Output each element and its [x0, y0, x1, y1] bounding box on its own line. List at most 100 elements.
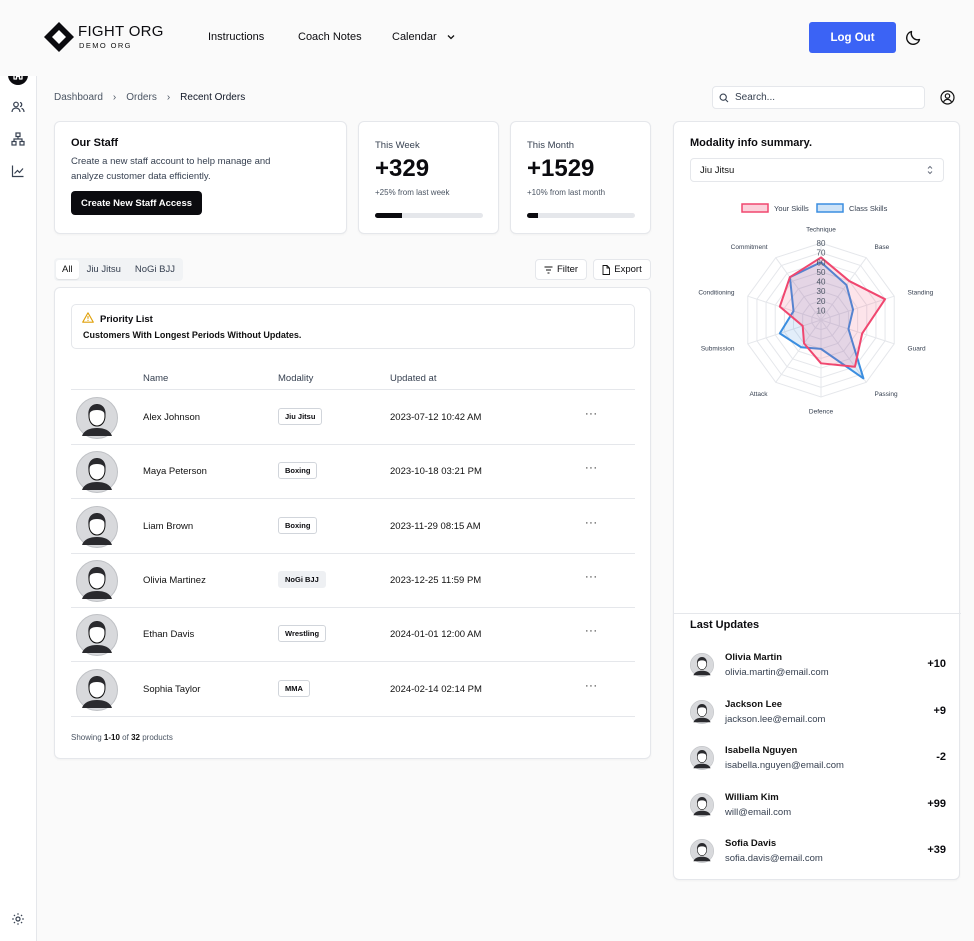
nav-calendar[interactable]: Calendar [392, 31, 456, 43]
stat-value: +1529 [527, 155, 595, 182]
tab-jiu-jitsu[interactable]: Jiu Jitsu [86, 264, 121, 275]
search-input[interactable]: Search... [712, 86, 925, 109]
modality-selected-value: Jiu Jitsu [700, 164, 735, 176]
radar-spoke [775, 257, 822, 321]
update-value: +9 [933, 704, 946, 717]
column-name[interactable]: Name [143, 373, 169, 384]
search-placeholder: Search... [735, 92, 776, 103]
radar-tick-label: 80 [817, 239, 826, 248]
update-email: sofia.davis@email.com [725, 853, 823, 864]
avatar-icon [76, 614, 118, 657]
nav-coach-notes[interactable]: Coach Notes [298, 31, 362, 43]
stat-card-month: This Month +1529 +10% from last month [510, 121, 651, 234]
avatar-icon [690, 653, 714, 677]
table-row[interactable]: Alex Johnson Jiu Jitsu 2023-07-12 10:42 AM… [71, 391, 635, 445]
avatar [690, 792, 714, 822]
update-email: jackson.lee@email.com [725, 713, 826, 725]
column-modality[interactable]: Modality [278, 373, 314, 384]
avatar-icon [690, 839, 714, 863]
table-row[interactable]: Olivia Martinez NoGi BJJ 2023-12-25 11:59 … [71, 554, 635, 608]
column-updated-at[interactable]: Updated at [390, 373, 437, 384]
diamond-logo-icon [44, 22, 74, 52]
warning-icon [82, 312, 94, 323]
more-actions-icon[interactable]: ··· [585, 516, 598, 529]
updated-at: 2024-02-14 02:14 PM [390, 683, 482, 695]
avatar-icon [690, 699, 714, 724]
line-chart-icon[interactable] [8, 161, 28, 181]
update-item[interactable]: William Kim will@email.com +99 [690, 787, 946, 823]
table-row[interactable]: Liam Brown Boxing 2023-11-29 08:15 AM ··· [71, 500, 635, 554]
stat-change: +25% from last week [375, 188, 450, 197]
modality-select[interactable]: Jiu Jitsu [690, 158, 944, 182]
breadcrumb-separator-icon: › [112, 92, 117, 103]
nav-instructions[interactable]: Instructions [208, 31, 265, 43]
logout-button[interactable]: Log Out [809, 22, 896, 53]
updated-at: 2023-07-12 10:42 AM [390, 412, 482, 423]
modality-badge: Jiu Jitsu [278, 408, 323, 425]
filter-icon [544, 266, 553, 273]
avatar-icon [76, 668, 118, 711]
radar-tick-label: 20 [817, 297, 826, 306]
showing-of: of [122, 733, 129, 742]
legend-label: Class Skills [849, 204, 888, 213]
update-name: Olivia Martin [725, 652, 783, 663]
table-row[interactable]: Maya Peterson Boxing 2023-10-18 03:21 PM ··… [71, 445, 635, 500]
priority-title: Priority List [100, 314, 153, 325]
update-value: +99 [927, 797, 946, 810]
update-email: will@email.com [725, 806, 792, 818]
modality-badge: NoGi BJJ [278, 570, 326, 588]
tab-nogi-bjj[interactable]: NoGi BJJ [134, 264, 176, 275]
table-row[interactable]: Sophia Taylor MMA 2024-02-14 02:14 PM ··· [71, 663, 635, 717]
radar-axis-label: Guard [908, 346, 926, 353]
radar-axis-label: Attack [749, 391, 768, 398]
modality-summary-card: Modality info summary. Jiu Jitsu Your Sk… [673, 121, 961, 880]
priority-list-banner: Priority List Customers With Longest Per… [71, 304, 635, 349]
radar-tick-label: 10 [817, 306, 826, 315]
settings-gear-icon[interactable] [8, 909, 28, 929]
showing-suffix: products [142, 733, 173, 742]
customer-name: Sophia Taylor [143, 683, 201, 695]
radar-axis-label: Technique [806, 227, 836, 234]
stat-progress-fill [527, 213, 538, 218]
modality-badge: Wrestling [278, 625, 327, 643]
radar-tick-label: 70 [817, 249, 826, 258]
more-actions-icon[interactable]: ··· [585, 625, 598, 638]
update-value: -2 [936, 751, 946, 763]
modality-badge: MMA [278, 679, 310, 697]
update-name: William Kim [725, 791, 779, 803]
stat-progress-bar [375, 213, 483, 218]
tab-all[interactable]: All [56, 260, 79, 279]
update-item[interactable]: Jackson Lee jackson.lee@email.com +9 [690, 694, 946, 730]
dark-mode-moon-icon[interactable] [905, 28, 923, 46]
table-row[interactable]: Ethan Davis Wrestling 2024-01-01 12:00 AM ·… [71, 608, 635, 663]
user-profile-icon[interactable] [940, 90, 955, 105]
update-name: Isabella Nguyen [725, 745, 798, 756]
radar-axis-label: Commitment [731, 244, 768, 251]
more-actions-icon[interactable]: ··· [585, 408, 598, 420]
table-header: Name Modality Updated at [71, 370, 635, 390]
update-item[interactable]: Sofia Davis sofia.davis@email.com +39 [690, 833, 946, 869]
avatar [76, 614, 118, 659]
last-updates-title: Last Updates [690, 619, 760, 631]
brand-logo[interactable]: FIGHT ORG DEMO ORG [44, 22, 164, 52]
update-item[interactable]: Olivia Martin olivia.martin@email.com +10 [690, 647, 946, 683]
update-name: Sofia Davis [725, 838, 777, 849]
update-email: isabella.nguyen@email.com [725, 760, 844, 771]
users-icon[interactable] [8, 97, 28, 117]
update-item[interactable]: Isabella Nguyen isabella.nguyen@email.com… [690, 740, 946, 776]
export-button[interactable]: Export [593, 259, 651, 280]
radar-axis-label: Standing [908, 289, 934, 296]
more-actions-icon[interactable]: ··· [585, 462, 598, 475]
breadcrumb-dashboard[interactable]: Dashboard [54, 92, 103, 103]
filter-button[interactable]: Filter [535, 259, 587, 280]
more-actions-icon[interactable]: ··· [585, 679, 598, 692]
org-chart-icon[interactable] [8, 129, 28, 149]
breadcrumb-orders[interactable]: Orders [126, 92, 157, 103]
radar-axis-label: Conditioning [698, 289, 735, 296]
modality-title: Modality info summary. [690, 137, 813, 149]
more-actions-icon[interactable]: ··· [585, 570, 598, 583]
breadcrumb-separator-icon: › [166, 92, 171, 103]
avatar-icon [76, 397, 118, 439]
create-staff-access-button[interactable]: Create New Staff Access [71, 191, 202, 215]
